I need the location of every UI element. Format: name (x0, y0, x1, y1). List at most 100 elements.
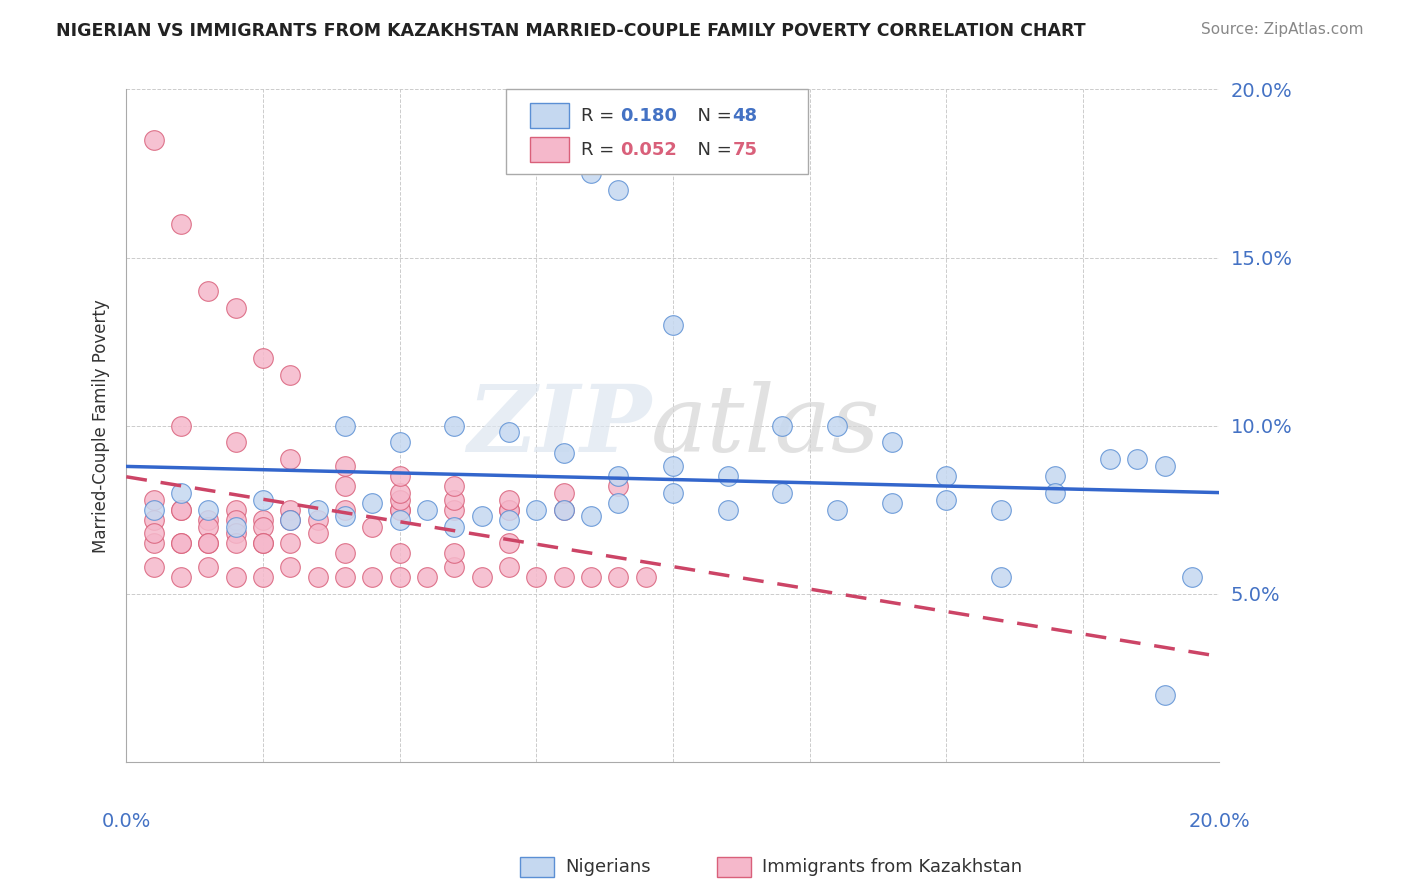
Text: 0.180: 0.180 (620, 107, 678, 125)
Point (553, 486, 575, 500)
Text: 0.052: 0.052 (620, 141, 676, 159)
Point (388, 513, 411, 527)
Point (142, 502, 165, 516)
Point (524, 570, 547, 584)
Point (416, 502, 439, 516)
Point (142, 559, 165, 574)
Point (662, 486, 685, 500)
Point (197, 513, 219, 527)
Point (170, 570, 193, 584)
Point (225, 526, 247, 541)
Point (524, 502, 547, 516)
Point (278, 452, 301, 467)
Point (278, 513, 301, 527)
Point (388, 486, 411, 500)
Text: N =: N = (686, 141, 738, 159)
Point (607, 570, 630, 584)
Point (252, 492, 274, 507)
Point (252, 351, 274, 366)
Point (553, 570, 575, 584)
Point (579, 509, 602, 524)
Point (333, 502, 356, 516)
Point (142, 133, 165, 147)
Point (607, 469, 630, 483)
Point (662, 318, 685, 332)
Point (278, 513, 301, 527)
Point (770, 418, 793, 433)
Point (579, 570, 602, 584)
Point (935, 469, 957, 483)
Text: atlas: atlas (651, 381, 880, 471)
Point (333, 418, 356, 433)
Point (443, 559, 465, 574)
Point (333, 458, 356, 473)
Point (361, 570, 384, 584)
Point (607, 496, 630, 510)
Point (443, 519, 465, 533)
Point (498, 492, 520, 507)
Text: NIGERIAN VS IMMIGRANTS FROM KAZAKHSTAN MARRIED-COUPLE FAMILY POVERTY CORRELATION: NIGERIAN VS IMMIGRANTS FROM KAZAKHSTAN M… (56, 22, 1085, 40)
Point (471, 509, 494, 524)
Point (197, 559, 219, 574)
Point (197, 536, 219, 550)
Point (1045, 469, 1067, 483)
Point (278, 559, 301, 574)
Point (443, 546, 465, 560)
Point (333, 570, 356, 584)
Point (880, 496, 903, 510)
Point (361, 519, 384, 533)
Text: N =: N = (686, 107, 738, 125)
Point (388, 570, 411, 584)
Text: ZIP: ZIP (467, 381, 651, 471)
Point (498, 536, 520, 550)
Point (170, 502, 193, 516)
Point (333, 509, 356, 524)
Point (170, 502, 193, 516)
Point (634, 570, 657, 584)
Point (662, 458, 685, 473)
Point (607, 479, 630, 493)
Point (716, 502, 738, 516)
Point (443, 418, 465, 433)
Point (388, 435, 411, 450)
Point (225, 502, 247, 516)
Point (716, 469, 738, 483)
Text: Immigrants from Kazakhstan: Immigrants from Kazakhstan (762, 858, 1022, 876)
Text: Source: ZipAtlas.com: Source: ZipAtlas.com (1201, 22, 1364, 37)
Point (225, 301, 247, 315)
Point (990, 570, 1012, 584)
Point (170, 486, 193, 500)
Point (498, 502, 520, 516)
Point (252, 570, 274, 584)
Point (471, 570, 494, 584)
Point (307, 526, 329, 541)
Point (416, 570, 439, 584)
Point (388, 492, 411, 507)
Point (333, 546, 356, 560)
Point (388, 502, 411, 516)
Point (252, 536, 274, 550)
Point (252, 513, 274, 527)
Point (935, 492, 957, 507)
Text: 20.0%: 20.0% (1188, 813, 1250, 831)
Point (1153, 688, 1175, 702)
Point (307, 502, 329, 516)
Text: 48: 48 (733, 107, 758, 125)
Point (1181, 570, 1204, 584)
Point (1099, 452, 1122, 467)
Point (225, 435, 247, 450)
Point (388, 546, 411, 560)
Point (197, 284, 219, 298)
Point (361, 496, 384, 510)
Text: R =: R = (581, 141, 620, 159)
Point (278, 536, 301, 550)
Point (498, 502, 520, 516)
Point (443, 502, 465, 516)
Point (607, 183, 630, 197)
Point (170, 536, 193, 550)
Point (225, 519, 247, 533)
Point (142, 526, 165, 541)
Point (252, 519, 274, 533)
Point (553, 445, 575, 459)
Point (142, 536, 165, 550)
